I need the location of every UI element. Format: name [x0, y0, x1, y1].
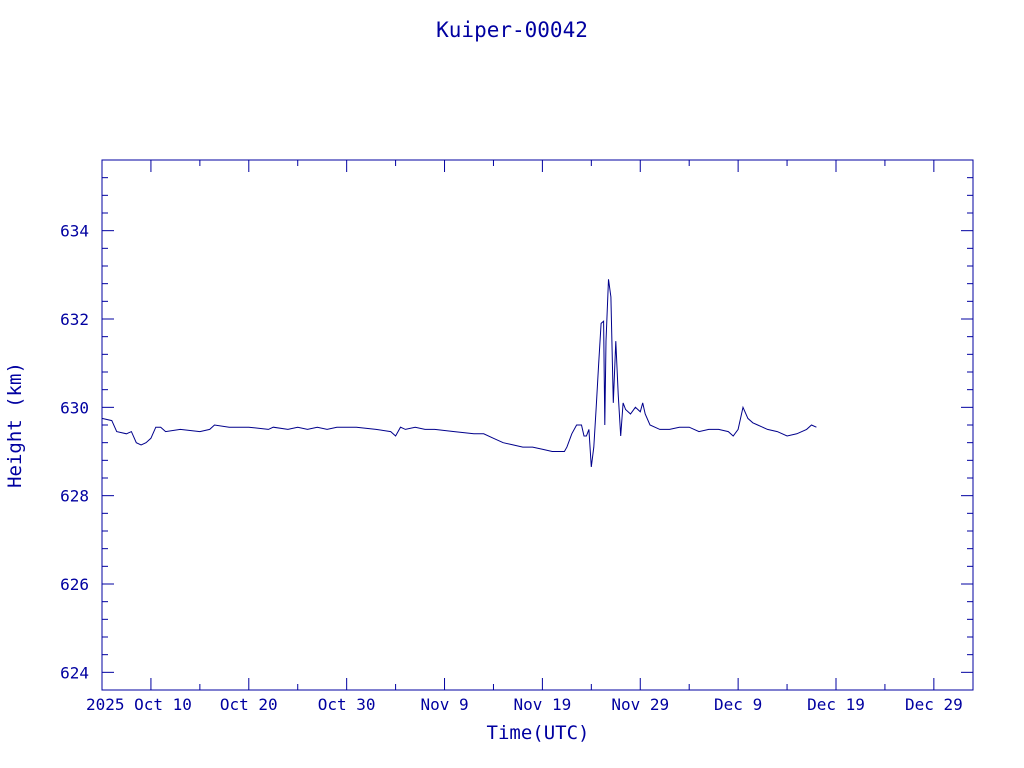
plot-frame	[101, 159, 974, 691]
y-axis-label: Height (km)	[4, 362, 26, 488]
height-series-line	[101, 279, 817, 468]
x-tick-label: Oct 20	[220, 695, 278, 714]
chart-title: Kuiper-00042	[436, 18, 588, 42]
x-tick-label: Dec 9	[714, 695, 762, 714]
y-tick-label: 630	[60, 398, 89, 417]
y-tick-label: 626	[60, 575, 89, 594]
y-tick-label: 628	[60, 487, 89, 506]
x-tick-labels: 2025 Oct 10 Oct 20 Oct 30 Nov 9 Nov 19 Nov 29…	[86, 695, 963, 714]
x-tick-label: Nov 9	[420, 695, 468, 714]
x-tick-label: 2025 Oct 10	[86, 695, 192, 714]
y-tick-label: 624	[60, 663, 89, 682]
x-tick-label: Dec 29	[905, 695, 963, 714]
x-tick-label: Oct 30	[318, 695, 376, 714]
axis-ticks	[101, 159, 973, 690]
x-axis-label: Time(UTC)	[487, 722, 590, 744]
y-tick-label: 634	[60, 222, 89, 241]
x-tick-label: Dec 19	[807, 695, 865, 714]
y-tick-label: 632	[60, 310, 89, 329]
x-tick-label: Nov 19	[513, 695, 571, 714]
y-tick-labels: 624 626 628 630 632 634	[60, 222, 89, 683]
x-tick-label: Nov 29	[611, 695, 669, 714]
